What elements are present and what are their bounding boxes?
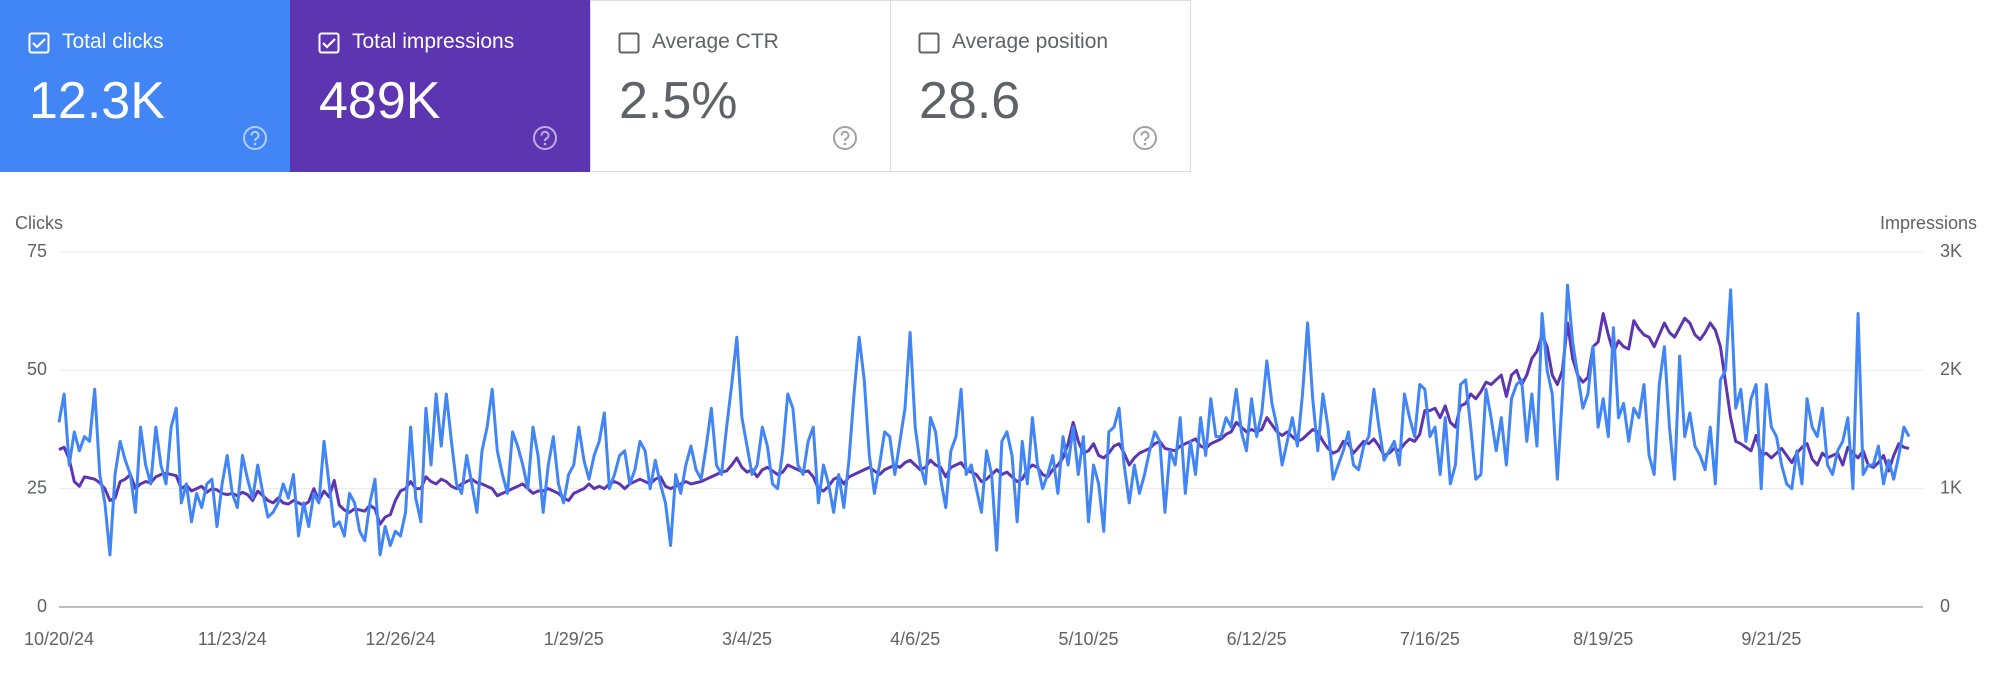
y-tick-label: 75: [27, 241, 47, 261]
x-tick-label: 4/6/25: [890, 629, 940, 649]
y-tick-label: 0: [37, 596, 47, 616]
checkbox[interactable]: [28, 32, 50, 54]
metric-card[interactable]: Total impressions 489K: [290, 0, 591, 172]
y-tick-label: 25: [27, 477, 47, 497]
x-tick-label: 8/19/25: [1573, 629, 1633, 649]
help-icon[interactable]: [242, 125, 268, 151]
card-value: 2.5%: [619, 72, 738, 130]
chart: Clicks Impressions 0 25 50 75 0 1K 2K 3K 10/20/2…: [15, 213, 1977, 649]
metric-card[interactable]: Average CTR 2.5%: [590, 0, 891, 172]
y-axis-title: Clicks: [15, 213, 63, 233]
x-tick-label: 3/4/25: [722, 629, 772, 649]
help-icon[interactable]: [1132, 125, 1158, 151]
x-tick-label: 6/12/25: [1227, 629, 1287, 649]
card-label: Total clicks: [62, 30, 164, 53]
x-tick-label: 10/20/24: [24, 629, 94, 649]
x-tick-label: 7/16/25: [1400, 629, 1460, 649]
x-tick-label: 12/26/24: [365, 629, 435, 649]
help-icon[interactable]: [532, 125, 558, 151]
metric-card[interactable]: Average position 28.6: [890, 0, 1191, 172]
card-label: Average CTR: [652, 30, 779, 53]
card-value: 489K: [319, 72, 441, 130]
x-tick-label: 1/29/25: [544, 629, 604, 649]
x-tick-label: 11/23/24: [198, 629, 267, 649]
card-label: Average position: [952, 30, 1109, 53]
y-tick-label: 50: [27, 359, 47, 379]
card-value: 28.6: [919, 72, 1021, 130]
checkbox[interactable]: [618, 32, 640, 54]
help-icon[interactable]: [832, 125, 858, 151]
checkbox[interactable]: [918, 32, 940, 54]
y2-axis-title: Impressions: [1880, 213, 1977, 233]
x-tick-label: 9/21/25: [1741, 629, 1801, 649]
x-tick-label: 5/10/25: [1058, 629, 1118, 649]
metric-card[interactable]: Total clicks 12.3K: [0, 0, 290, 172]
checkbox[interactable]: [318, 32, 340, 54]
card-label: Total impressions: [352, 30, 515, 53]
card-value: 12.3K: [29, 72, 165, 130]
y2-tick-label: 3K: [1940, 241, 1962, 261]
y2-tick-label: 2K: [1940, 359, 1962, 379]
y2-tick-label: 1K: [1940, 477, 1962, 497]
series-line: [57, 283, 1911, 557]
y2-tick-label: 0: [1940, 596, 1950, 616]
